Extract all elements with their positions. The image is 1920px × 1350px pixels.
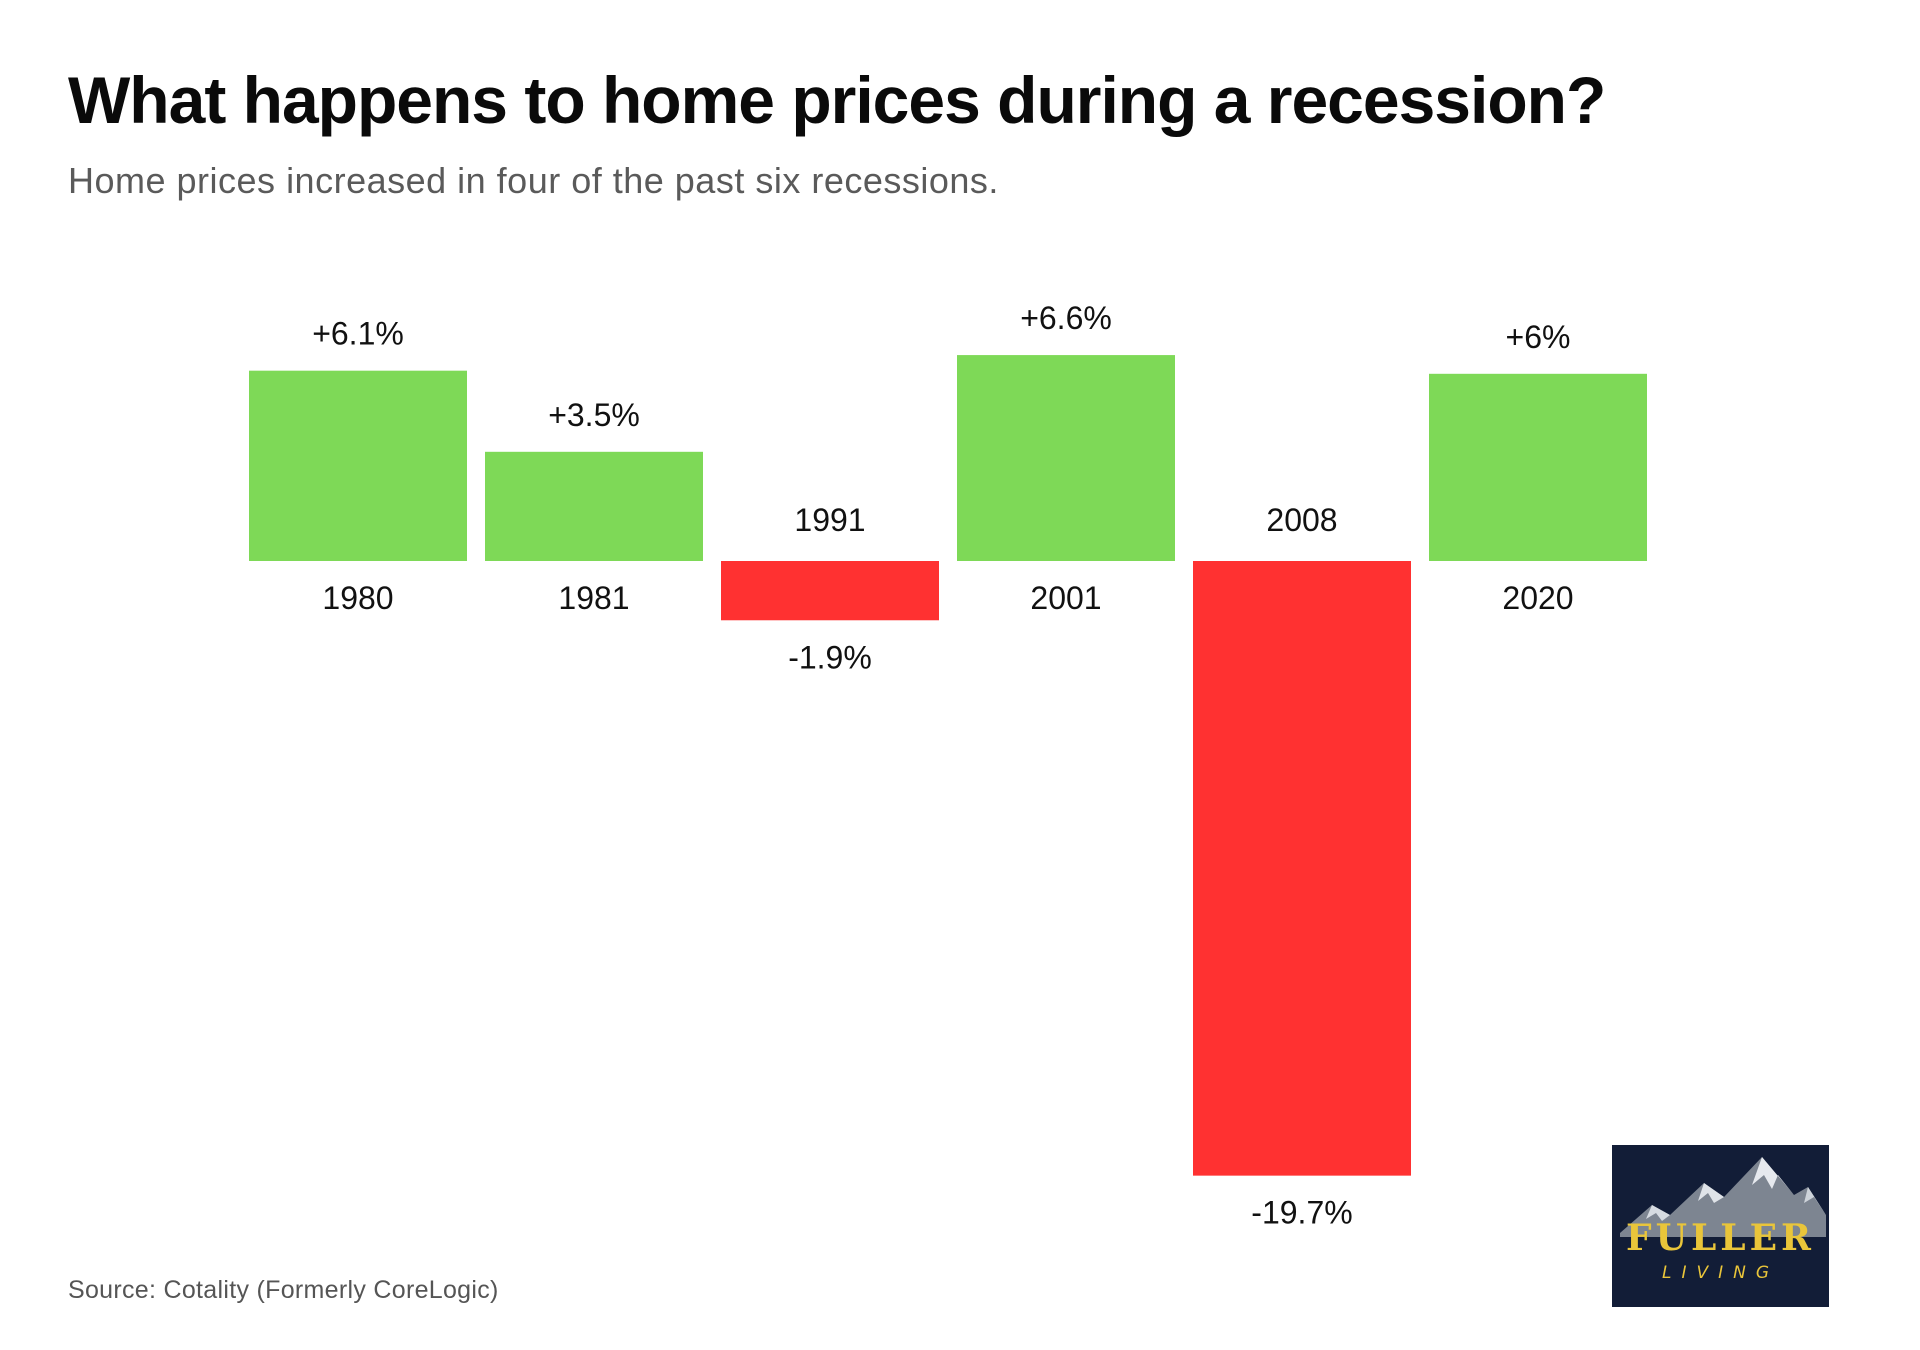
bar-2020 [1429, 373, 1647, 561]
bar-2008 [1193, 561, 1411, 1176]
bar-1991 [721, 561, 939, 621]
chart-title: What happens to home prices during a rec… [68, 63, 1606, 137]
fuller-living-logo: FULLER LIVING [1612, 1145, 1829, 1307]
logo-subtext: LIVING [1661, 1263, 1780, 1283]
bar-2001 [957, 355, 1175, 561]
mountain-icon [1620, 1157, 1826, 1237]
data-label-1981: +3.5% [548, 397, 640, 433]
data-label-1991: -1.9% [788, 639, 872, 675]
logo-wordmark: FULLER [1626, 1217, 1815, 1259]
category-label-2008: 2008 [1266, 502, 1337, 538]
category-label-1980: 1980 [322, 580, 393, 616]
data-label-2020: +6% [1506, 319, 1571, 355]
category-label-1991: 1991 [794, 502, 865, 538]
bar-1981 [485, 451, 703, 561]
bar-1980 [249, 370, 467, 561]
data-label-2001: +6.6% [1020, 300, 1112, 336]
chart-subtitle: Home prices increased in four of the pas… [68, 160, 999, 201]
data-label-2008: -19.7% [1251, 1195, 1352, 1231]
category-label-2020: 2020 [1502, 580, 1573, 616]
source-note: Source: Cotality (Formerly CoreLogic) [68, 1276, 499, 1304]
data-label-1980: +6.1% [312, 316, 404, 352]
category-label-2001: 2001 [1030, 580, 1101, 616]
category-label-1981: 1981 [558, 580, 629, 616]
